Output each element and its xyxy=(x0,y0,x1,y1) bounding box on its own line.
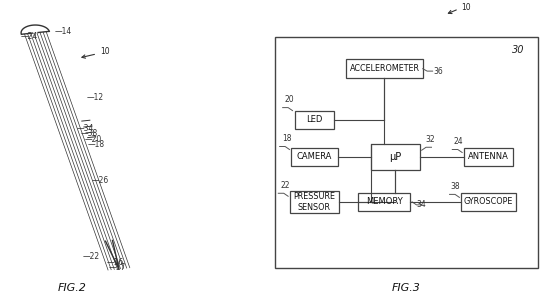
Bar xyxy=(291,148,338,166)
Text: 20: 20 xyxy=(285,95,295,104)
Text: PRESSURE
SENSOR: PRESSURE SENSOR xyxy=(293,192,336,212)
Text: 22: 22 xyxy=(280,181,290,190)
Text: LED: LED xyxy=(306,115,323,124)
Bar xyxy=(461,193,516,211)
Text: μP: μP xyxy=(389,152,402,162)
Bar xyxy=(295,111,333,129)
Bar xyxy=(371,143,420,170)
Text: 30: 30 xyxy=(512,45,524,55)
Text: FIG.3: FIG.3 xyxy=(392,283,421,293)
Text: —12: —12 xyxy=(86,93,103,102)
Text: ACCELEROMETER: ACCELEROMETER xyxy=(349,64,420,73)
Text: 36: 36 xyxy=(434,67,443,76)
Bar xyxy=(346,59,423,79)
Text: —20: —20 xyxy=(85,134,102,143)
Text: —17: —17 xyxy=(109,263,126,271)
Text: 24: 24 xyxy=(454,137,463,146)
Bar xyxy=(359,193,410,211)
Bar xyxy=(464,148,513,166)
Text: —14: —14 xyxy=(54,27,72,36)
Text: —24: —24 xyxy=(20,32,38,41)
Text: MEMORY: MEMORY xyxy=(366,198,403,206)
Text: —38: —38 xyxy=(81,129,98,138)
Text: ANTENNA: ANTENNA xyxy=(468,153,509,162)
Text: GYROSCOPE: GYROSCOPE xyxy=(464,198,513,206)
Bar xyxy=(275,37,538,268)
Text: 38: 38 xyxy=(451,182,460,191)
Text: 34: 34 xyxy=(416,200,426,209)
Text: —18: —18 xyxy=(88,140,105,149)
Bar xyxy=(290,191,339,213)
Text: —22: —22 xyxy=(82,252,100,261)
Text: 32: 32 xyxy=(426,135,435,144)
Text: —34: —34 xyxy=(77,124,94,133)
Text: CAMERA: CAMERA xyxy=(296,153,332,162)
Text: 10: 10 xyxy=(461,3,471,12)
Text: 18: 18 xyxy=(282,134,292,143)
Text: —16: —16 xyxy=(107,258,124,267)
Text: FIG.2: FIG.2 xyxy=(58,283,87,293)
Text: —26: —26 xyxy=(92,176,109,185)
Text: 10: 10 xyxy=(100,47,109,56)
